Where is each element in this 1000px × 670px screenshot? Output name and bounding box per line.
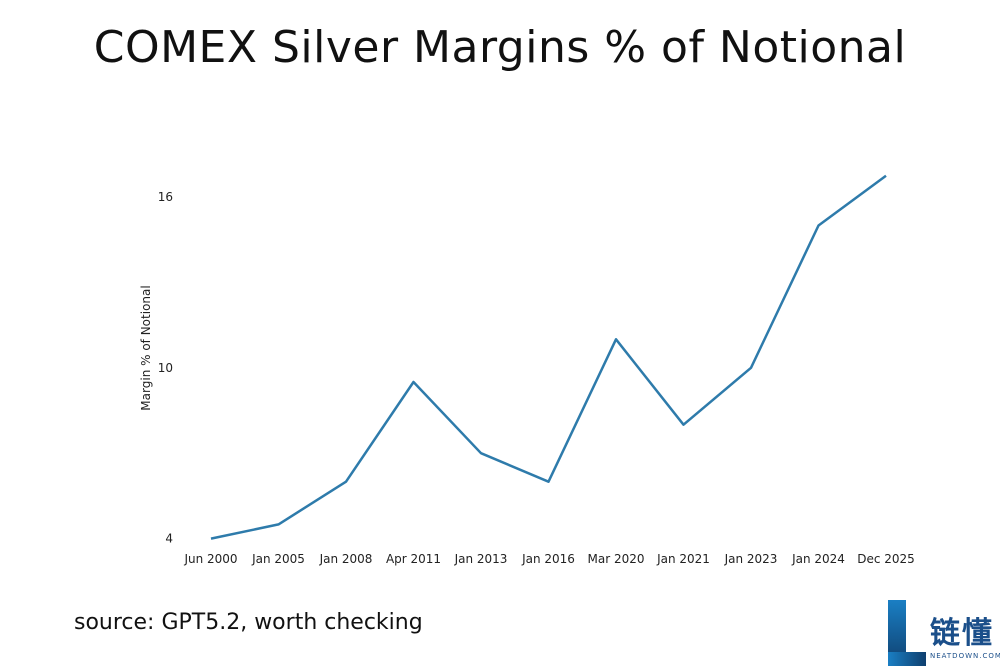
x-tick-label: Jan 2021 <box>656 552 710 566</box>
y-axis-ticks: 4 10 16 <box>158 190 173 546</box>
page-title: COMEX Silver Margins % of Notional <box>93 22 907 73</box>
x-axis-ticks: Jun 2000 Jan 2005 Jan 2008 Apr 2011 Jan 2013… <box>183 552 914 566</box>
logo-mark <box>888 600 906 666</box>
brand-logo: 链懂 NEATDOWN.COM <box>884 600 1000 670</box>
x-tick-label: Jan 2016 <box>521 552 575 566</box>
logo-mark-foot <box>888 652 926 666</box>
x-tick-label: Mar 2020 <box>588 552 645 566</box>
series-line <box>210 174 887 540</box>
x-tick-label: Jan 2023 <box>724 552 778 566</box>
source-note: source: GPT5.2, worth checking <box>74 610 423 635</box>
y-tick-label: 4 <box>165 532 173 546</box>
y-tick-label: 16 <box>158 190 173 204</box>
y-tick-label: 10 <box>158 361 173 375</box>
x-tick-label: Apr 2011 <box>386 552 441 566</box>
x-tick-label: Jan 2013 <box>454 552 508 566</box>
logo-brand-text: 链懂 <box>930 616 994 651</box>
x-tick-label: Jan 2005 <box>251 552 305 566</box>
x-tick-label: Dec 2025 <box>857 552 915 566</box>
series-group <box>210 174 887 540</box>
x-tick-label: Jun 2000 <box>183 552 237 566</box>
logo-sub-text: NEATDOWN.COM <box>930 652 1000 660</box>
x-tick-label: Jan 2024 <box>791 552 845 566</box>
x-tick-label: Jan 2008 <box>319 552 373 566</box>
y-axis-label: Margin % of Notional <box>139 285 153 410</box>
